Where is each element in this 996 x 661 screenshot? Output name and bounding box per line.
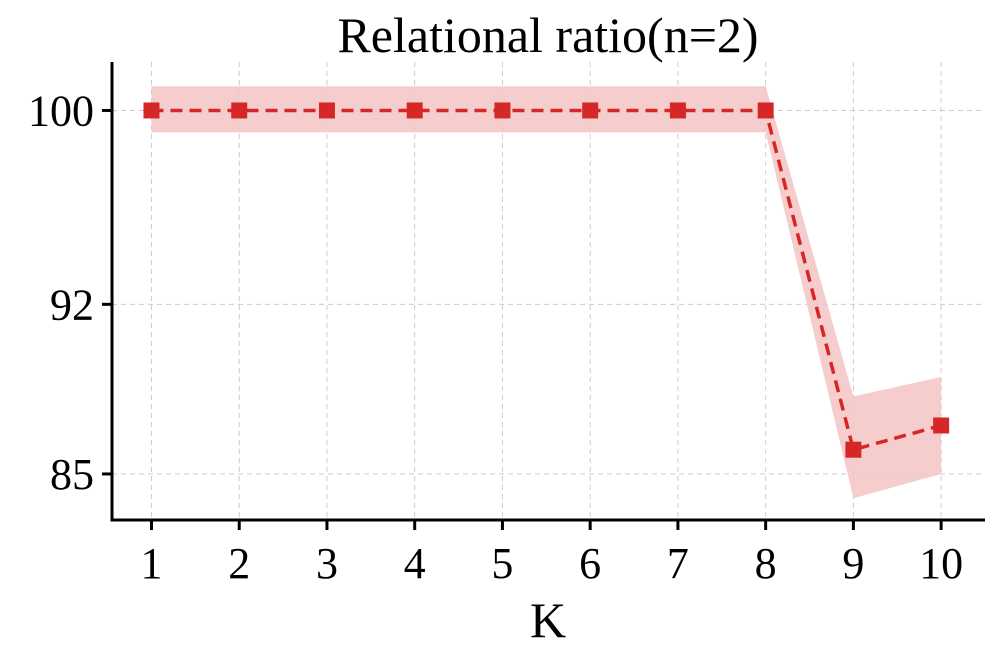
x-tick-label-9: 9 [842,539,864,588]
y-tick-label-100: 100 [28,86,94,135]
data-point-k6 [582,102,599,119]
data-point-k2 [231,102,248,119]
chart-title: Relational ratio(n=2) [337,7,758,63]
data-point-k8 [757,102,774,119]
x-tick-label-5: 5 [491,539,513,588]
axes [102,62,985,530]
x-axis-label: K [530,592,566,648]
data-point-k10 [933,417,950,434]
data-point-k9 [845,441,862,458]
x-tick-labels: 1 2 3 4 5 6 7 8 9 10 [140,539,963,588]
x-tick-label-1: 1 [140,539,162,588]
series-line-1 [151,108,942,452]
band-1 [151,86,942,499]
data-point-k1 [143,102,160,119]
data-point-k4 [406,102,423,119]
x-tick-label-7: 7 [667,539,689,588]
y-tick-label-92: 92 [50,280,94,329]
x-tick-label-2: 2 [228,539,250,588]
x-tick-label-10: 10 [919,539,963,588]
data-point-k7 [669,102,686,119]
y-tick-label-85: 85 [50,450,94,499]
x-tick-label-3: 3 [316,539,338,588]
confidence-band [151,86,942,499]
series-line [143,102,950,458]
data-point-k3 [318,102,335,119]
y-tick-labels: 85 92 100 [28,86,94,498]
x-tick-label-8: 8 [755,539,777,588]
x-tick-label-6: 6 [579,539,601,588]
data-point-k5 [494,102,511,119]
x-tick-label-4: 4 [404,539,426,588]
